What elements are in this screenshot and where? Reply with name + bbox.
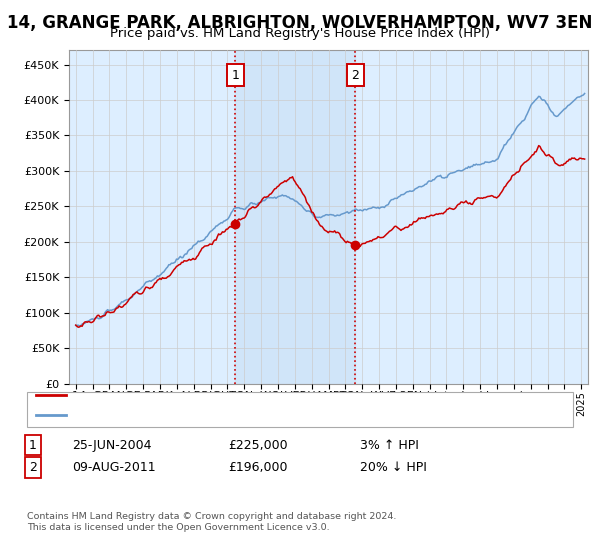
Text: 1: 1 <box>232 69 239 82</box>
Text: 1: 1 <box>29 438 37 452</box>
Text: 14, GRANGE PARK, ALBRIGHTON, WOLVERHAMPTON, WV7 3EN (detached house): 14, GRANGE PARK, ALBRIGHTON, WOLVERHAMPT… <box>72 390 524 400</box>
Text: £225,000: £225,000 <box>228 438 287 452</box>
Text: 3% ↑ HPI: 3% ↑ HPI <box>360 438 419 452</box>
Bar <box>235 50 355 384</box>
Text: 2: 2 <box>352 69 359 82</box>
Text: Price paid vs. HM Land Registry's House Price Index (HPI): Price paid vs. HM Land Registry's House … <box>110 27 490 40</box>
Text: Contains HM Land Registry data © Crown copyright and database right 2024.
This d: Contains HM Land Registry data © Crown c… <box>27 512 397 532</box>
Text: £196,000: £196,000 <box>228 461 287 474</box>
Text: HPI: Average price, detached house, Shropshire: HPI: Average price, detached house, Shro… <box>72 410 338 420</box>
Text: 09-AUG-2011: 09-AUG-2011 <box>72 461 155 474</box>
Text: 2: 2 <box>29 461 37 474</box>
Text: 20% ↓ HPI: 20% ↓ HPI <box>360 461 427 474</box>
Text: 14, GRANGE PARK, ALBRIGHTON, WOLVERHAMPTON, WV7 3EN: 14, GRANGE PARK, ALBRIGHTON, WOLVERHAMPT… <box>7 14 593 32</box>
Text: 25-JUN-2004: 25-JUN-2004 <box>72 438 151 452</box>
